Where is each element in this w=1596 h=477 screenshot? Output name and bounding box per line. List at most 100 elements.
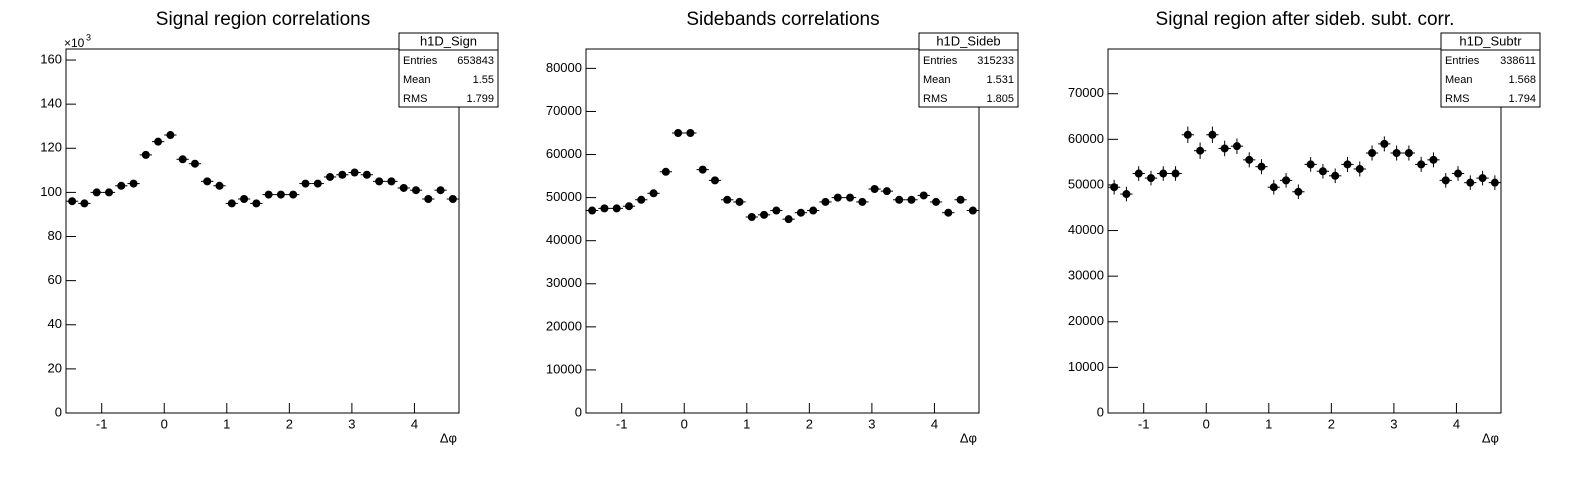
data-point xyxy=(178,155,187,164)
data-point xyxy=(833,193,842,202)
data-point xyxy=(313,179,322,188)
data-point xyxy=(895,195,904,204)
stats-label: Entries xyxy=(1445,55,1480,67)
data-point xyxy=(240,195,249,204)
data-point xyxy=(1355,164,1364,173)
y-tick-label: 60 xyxy=(48,272,62,287)
data-point xyxy=(870,185,879,193)
data-point xyxy=(932,197,941,206)
x-axis-label: Δφ xyxy=(1482,430,1499,445)
stats-value: 1.55 xyxy=(473,74,494,86)
stats-value: 653843 xyxy=(457,55,494,67)
x-axis-label: Δφ xyxy=(960,430,977,445)
y-tick-label: 20 xyxy=(48,360,62,375)
data-point xyxy=(141,150,150,159)
data-point xyxy=(1282,176,1291,185)
y-tick-label: 30000 xyxy=(546,275,582,290)
y-tick-label: 100 xyxy=(40,184,62,199)
data-point xyxy=(919,191,928,200)
data-point xyxy=(612,204,621,213)
data-point xyxy=(264,190,273,199)
x-tick-label: 3 xyxy=(1390,416,1397,431)
data-point xyxy=(1269,183,1278,192)
data-point xyxy=(1392,149,1401,157)
data-point xyxy=(858,197,867,206)
data-point xyxy=(104,188,113,197)
y-tick-label: 40000 xyxy=(1068,222,1104,237)
stats-title: h1D_Sign xyxy=(420,33,477,48)
data-point xyxy=(1331,171,1340,180)
stats-value: 1.568 xyxy=(1508,74,1536,86)
data-point xyxy=(747,213,756,221)
x-tick-label: -1 xyxy=(1138,416,1150,431)
data-point xyxy=(698,165,707,174)
x-tick-label: 4 xyxy=(1453,416,1460,431)
stats-title: h1D_Sideb xyxy=(936,33,1000,48)
stats-label: Mean xyxy=(1445,74,1473,86)
data-point xyxy=(1245,155,1254,164)
data-point xyxy=(399,183,408,192)
y-tick-label: 10000 xyxy=(546,361,582,376)
data-point xyxy=(1429,155,1438,164)
x-tick-label: 1 xyxy=(1265,416,1272,431)
data-point xyxy=(166,131,175,140)
data-point xyxy=(215,181,224,190)
data-point xyxy=(1454,169,1463,178)
data-point xyxy=(1368,149,1377,157)
x-tick-label: 1 xyxy=(743,416,750,431)
data-point xyxy=(968,206,977,215)
data-point xyxy=(68,197,77,206)
x-tick-label: 2 xyxy=(286,416,293,431)
y-tick-label: 0 xyxy=(1097,404,1104,419)
data-point xyxy=(117,181,126,190)
data-point xyxy=(760,210,769,219)
data-point xyxy=(1441,176,1450,185)
stats-value: 338611 xyxy=(1500,55,1536,67)
chart-title: Signal region after sideb. subt. corr. xyxy=(1156,9,1455,30)
stats-box xyxy=(1440,32,1541,108)
data-point xyxy=(436,186,445,195)
chart-title: Sidebands correlations xyxy=(686,9,879,30)
y-tick-label: 0 xyxy=(575,404,582,419)
x-tick-label: 0 xyxy=(681,416,688,431)
data-point xyxy=(289,190,298,199)
x-tick-label: 3 xyxy=(348,416,355,431)
data-point xyxy=(338,170,347,179)
data-point xyxy=(710,176,719,185)
x-tick-label: 4 xyxy=(411,416,418,431)
data-point xyxy=(92,188,101,197)
x-tick-label: 0 xyxy=(161,416,168,431)
data-point xyxy=(252,199,261,208)
data-point xyxy=(129,179,138,188)
data-point xyxy=(649,189,658,198)
data-point xyxy=(686,129,695,137)
data-point xyxy=(448,195,457,204)
data-point xyxy=(1380,139,1389,148)
y-tick-label: 140 xyxy=(40,96,62,111)
data-point xyxy=(1146,174,1155,183)
y-tick-label: 0 xyxy=(55,404,62,419)
y-tick-label: 50000 xyxy=(546,189,582,204)
stats-value: 1.531 xyxy=(986,74,1014,86)
x-tick-label: 0 xyxy=(1203,416,1210,431)
y-tick-label: 120 xyxy=(40,140,62,155)
data-point xyxy=(301,179,310,188)
data-point xyxy=(956,195,965,204)
data-point xyxy=(846,193,855,202)
data-point xyxy=(350,168,359,177)
y-tick-label: 60000 xyxy=(546,146,582,161)
y-tick-label: 20000 xyxy=(1068,313,1104,328)
data-point xyxy=(1196,146,1205,155)
data-point xyxy=(1134,169,1143,178)
stats-value: 1.794 xyxy=(1508,93,1536,105)
data-point xyxy=(190,159,199,168)
data-point xyxy=(661,167,670,176)
y-tick-label: 10000 xyxy=(1068,359,1104,374)
data-point xyxy=(772,206,781,215)
x-tick-label: 2 xyxy=(1328,416,1335,431)
y-tick-label: 70000 xyxy=(1068,85,1104,100)
data-point xyxy=(1183,130,1192,139)
y-tick-label: 160 xyxy=(40,51,62,66)
data-point xyxy=(1171,169,1180,178)
data-point xyxy=(674,129,683,137)
